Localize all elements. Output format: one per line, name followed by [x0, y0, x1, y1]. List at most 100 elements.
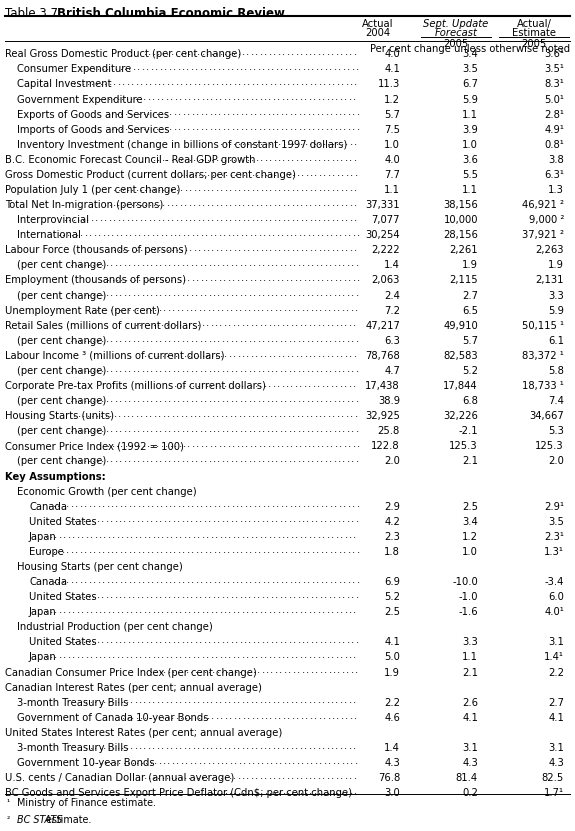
Text: .: .	[184, 153, 187, 163]
Text: .: .	[342, 364, 346, 374]
Text: .: .	[260, 771, 263, 781]
Text: .: .	[143, 696, 147, 706]
Text: .: .	[172, 333, 176, 343]
Text: (per cent change): (per cent change)	[17, 456, 106, 466]
Text: .: .	[70, 635, 73, 645]
Text: .: .	[189, 168, 193, 178]
Text: .: .	[147, 228, 150, 238]
Text: .: .	[235, 590, 238, 600]
Text: .: .	[277, 273, 280, 283]
Text: .: .	[255, 771, 259, 781]
Text: .: .	[151, 455, 154, 465]
Text: .: .	[321, 228, 324, 238]
Text: 6.7: 6.7	[462, 80, 478, 90]
Text: 3.1: 3.1	[462, 743, 478, 753]
Text: .: .	[195, 288, 198, 298]
Text: .: .	[189, 47, 191, 57]
Text: .: .	[141, 635, 144, 645]
Text: .: .	[122, 409, 126, 419]
Text: Government 10-year Bonds: Government 10-year Bonds	[17, 758, 155, 768]
Text: .: .	[210, 318, 214, 328]
Text: .: .	[229, 153, 232, 163]
Text: .: .	[251, 786, 255, 796]
Text: .: .	[258, 424, 260, 434]
Text: .: .	[250, 228, 253, 238]
Text: .: .	[166, 529, 169, 539]
Text: .: .	[93, 364, 95, 374]
Text: .: .	[99, 696, 102, 706]
Text: .: .	[279, 168, 282, 178]
Text: .: .	[330, 122, 333, 132]
Text: .: .	[341, 77, 344, 87]
Text: .: .	[162, 183, 166, 193]
Text: .: .	[167, 303, 171, 313]
Text: .: .	[222, 364, 225, 374]
Text: .: .	[319, 755, 323, 765]
Text: .: .	[124, 455, 127, 465]
Text: .: .	[356, 288, 359, 298]
Text: .: .	[155, 499, 159, 509]
Text: .: .	[118, 77, 121, 87]
Text: .: .	[322, 47, 325, 57]
Text: .: .	[117, 213, 121, 223]
Text: .: .	[215, 650, 218, 660]
Text: .: .	[285, 62, 288, 72]
Text: .: .	[335, 605, 339, 615]
Text: Government Expenditure: Government Expenditure	[17, 95, 143, 105]
Text: 4.1: 4.1	[462, 713, 478, 723]
Text: .: .	[293, 288, 297, 298]
Text: .: .	[215, 348, 218, 359]
Text: .: .	[79, 62, 82, 72]
Text: .: .	[349, 650, 352, 660]
Text: .: .	[158, 213, 161, 223]
Text: .: .	[301, 243, 304, 253]
Text: Japan: Japan	[29, 532, 57, 542]
Text: .: .	[131, 198, 134, 208]
Text: .: .	[305, 711, 308, 720]
Text: .: .	[338, 394, 341, 404]
Text: .: .	[145, 590, 149, 600]
Text: .: .	[354, 137, 357, 147]
Text: .: .	[321, 439, 324, 449]
Text: .: .	[170, 228, 172, 238]
Text: 6.3: 6.3	[384, 336, 400, 346]
Text: .: .	[171, 409, 175, 419]
Text: .: .	[291, 650, 294, 660]
Text: .: .	[293, 424, 297, 434]
Text: .: .	[308, 439, 311, 449]
Text: .: .	[289, 333, 292, 343]
Text: .: .	[317, 379, 320, 389]
Text: .: .	[298, 333, 301, 343]
Text: .: .	[149, 213, 152, 223]
Text: .: .	[193, 771, 196, 781]
Text: .: .	[120, 62, 122, 72]
Text: .: .	[112, 696, 116, 706]
Text: .: .	[293, 514, 296, 524]
Text: .: .	[231, 575, 235, 585]
Text: .: .	[235, 514, 238, 524]
Text: .: .	[351, 394, 355, 404]
Text: .: .	[210, 605, 214, 615]
Text: .: .	[282, 696, 285, 706]
Text: .: .	[354, 348, 356, 359]
Text: .: .	[340, 92, 343, 102]
Text: 32,925: 32,925	[365, 411, 400, 421]
Text: .: .	[238, 213, 242, 223]
Text: .: .	[334, 258, 336, 268]
Text: .: .	[296, 243, 300, 253]
Text: .: .	[350, 409, 354, 419]
Text: 6.9: 6.9	[384, 577, 400, 587]
Text: .: .	[186, 364, 189, 374]
Text: .: .	[75, 394, 78, 404]
Text: .: .	[228, 348, 232, 359]
Text: .: .	[344, 348, 348, 359]
Text: 1.7¹: 1.7¹	[544, 788, 564, 799]
Text: .: .	[129, 439, 133, 449]
Text: .: .	[210, 650, 214, 660]
Text: .: .	[229, 137, 232, 147]
Text: .: .	[273, 318, 276, 328]
Text: .: .	[153, 213, 156, 223]
Text: .: .	[237, 740, 240, 750]
Text: .: .	[166, 348, 169, 359]
Text: .: .	[336, 198, 339, 208]
